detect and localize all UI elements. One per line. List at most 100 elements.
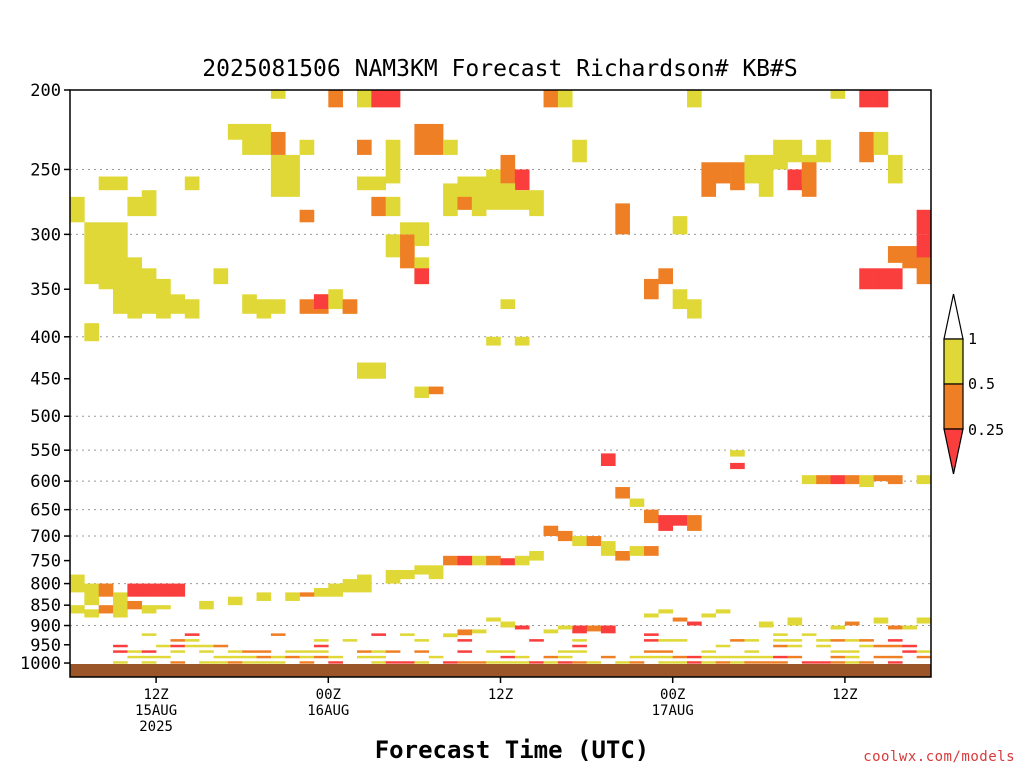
ri-cell	[773, 139, 788, 170]
ri-cell	[471, 661, 487, 664]
ri-cell	[414, 661, 430, 664]
ri-cell	[730, 655, 745, 659]
ri-cell	[141, 633, 157, 636]
y-tick-label: 300	[30, 225, 61, 245]
ri-cell	[887, 661, 903, 664]
ri-cell	[572, 625, 587, 634]
ri-cell	[313, 644, 329, 648]
ri-cell	[156, 605, 171, 610]
x-tick-label: 00Z	[660, 687, 685, 703]
ri-cell	[242, 650, 257, 653]
y-tick-label: 800	[30, 575, 61, 595]
ground	[70, 664, 931, 677]
ri-cell	[629, 498, 645, 507]
ri-cell	[586, 661, 602, 664]
x-tick-label: 12Z	[488, 687, 513, 703]
colorbar-bin	[943, 338, 964, 385]
ri-cell	[400, 569, 415, 580]
y-tick-label: 550	[30, 441, 61, 461]
ri-cell	[658, 661, 673, 664]
ri-cell	[184, 299, 200, 319]
ri-cell	[672, 216, 688, 235]
ri-cell	[357, 655, 372, 659]
ri-cell	[615, 203, 630, 235]
ri-cell	[529, 550, 544, 561]
ri-cell	[687, 90, 702, 108]
ri-cell	[313, 588, 329, 597]
ri-cell	[773, 655, 788, 659]
ri-cell	[859, 90, 874, 108]
ri-cell	[557, 90, 573, 108]
ri-cell	[787, 644, 803, 648]
ri-cell	[113, 605, 128, 618]
ri-cell	[227, 661, 243, 664]
ri-cell	[744, 154, 760, 184]
ri-cell	[644, 613, 659, 618]
ri-cell	[816, 661, 831, 664]
y-tick-label: 700	[30, 527, 61, 547]
ri-cell	[184, 639, 200, 642]
ri-cell	[543, 525, 559, 537]
ri-cell	[443, 139, 458, 155]
ri-cell	[299, 592, 315, 597]
ri-cell	[830, 661, 846, 664]
ri-cell	[787, 169, 803, 191]
ri-cell	[844, 475, 860, 485]
ri-cell	[658, 655, 673, 659]
credit-text: coolwx.com/models	[863, 749, 1015, 765]
ri-cell	[227, 655, 243, 659]
ri-cell	[299, 650, 315, 653]
ri-cell	[644, 639, 659, 642]
ri-cell	[270, 633, 286, 636]
ri-cell	[902, 246, 917, 269]
ri-cell	[887, 625, 903, 630]
ri-cell	[844, 621, 860, 626]
ri-cell	[285, 655, 300, 659]
ri-cell	[113, 592, 128, 610]
ri-cell	[199, 650, 214, 653]
ri-cell	[371, 176, 386, 191]
ri-cell	[486, 336, 501, 346]
y-tick-label: 850	[30, 596, 61, 616]
ri-cell	[572, 536, 587, 547]
ri-cell	[400, 661, 415, 664]
ri-cell	[687, 655, 702, 659]
ri-cell	[385, 569, 401, 584]
ri-cell	[887, 644, 903, 648]
ri-cell	[414, 650, 430, 653]
ri-cell	[428, 565, 444, 580]
ri-cell	[758, 621, 774, 628]
ri-cell	[385, 139, 401, 184]
y-tick-label: 500	[30, 407, 61, 427]
ri-cell	[801, 162, 817, 197]
x-tick-label: 16AUG	[307, 703, 349, 719]
ri-cell	[486, 650, 501, 653]
ri-cell	[816, 644, 831, 648]
ri-cell	[730, 462, 745, 470]
ri-cell	[170, 644, 186, 648]
ri-cell	[270, 154, 286, 197]
ri-cell	[156, 583, 171, 597]
ri-cell	[859, 644, 874, 648]
ri-cell	[199, 600, 214, 610]
ri-cell	[156, 655, 171, 659]
ri-cell	[844, 639, 860, 642]
ri-cell	[113, 644, 128, 648]
ri-cell	[701, 162, 717, 197]
ri-cell	[141, 268, 157, 314]
y-tick-label: 900	[30, 617, 61, 637]
ri-cell	[644, 650, 659, 653]
ri-cell	[414, 222, 430, 247]
ri-cell	[543, 655, 559, 659]
ri-cell	[113, 257, 128, 314]
ri-cell	[773, 661, 788, 664]
y-tick-label: 250	[30, 160, 61, 180]
ri-cell	[816, 639, 831, 642]
ri-cell	[170, 583, 186, 597]
ri-cell	[600, 453, 616, 467]
ri-cell	[127, 650, 143, 653]
x-tick-label: 12Z	[143, 687, 168, 703]
ri-cell	[500, 558, 516, 566]
ri-cell	[471, 176, 487, 217]
